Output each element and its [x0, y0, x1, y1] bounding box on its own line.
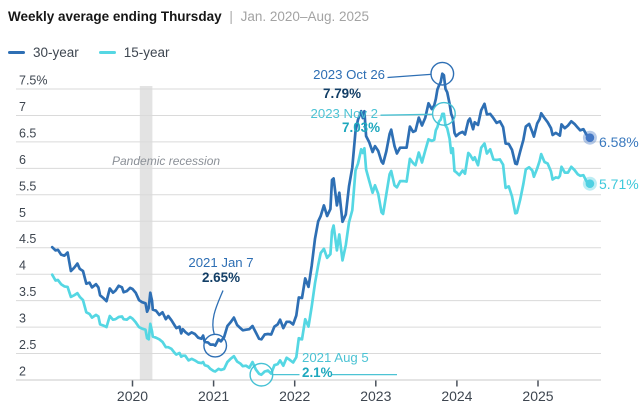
- annotation-low-30-year-value: 2.65%: [202, 270, 240, 285]
- chart-title-main: Weekly average ending Thursday: [8, 9, 222, 24]
- x-axis-label-2022: 2022: [279, 388, 310, 404]
- legend-item-30-year: 30-year: [8, 45, 79, 60]
- y-axis-label-6.5: 6.5: [19, 126, 36, 140]
- series-line-30-year: [50, 72, 592, 347]
- y-axis-label-5.5: 5.5: [19, 179, 36, 193]
- annotation-low-15-year-date: 2021 Aug 5: [302, 350, 369, 365]
- high-30-year-circle: [430, 61, 455, 86]
- connector-high-15-year: [380, 113, 433, 116]
- annotation-high-30-year-date: 2023 Oct 26: [313, 67, 385, 82]
- legend-swatch-15-year: [98, 50, 116, 55]
- legend-label-15-year: 15-year: [123, 45, 170, 60]
- x-axis-label-2023: 2023: [360, 388, 391, 404]
- chart-title: Weekly average ending Thursday | Jan. 20…: [8, 9, 369, 24]
- y-axis-label-2: 2: [19, 365, 26, 379]
- low-15-year-circle: [249, 362, 274, 387]
- x-axis-label-2021: 2021: [198, 388, 229, 404]
- series-line-15-year: [50, 112, 592, 377]
- y-axis-label-3.5: 3.5: [19, 285, 36, 299]
- legend-swatch-30-year: [8, 50, 25, 55]
- connector-low-30-year: [212, 290, 224, 335]
- latest-15-year-dot: [585, 179, 595, 188]
- y-axis-label-5: 5: [19, 206, 26, 220]
- annotation-low-15-year-value: 2.1%: [302, 365, 333, 380]
- legend-item-15-year: 15-year: [98, 45, 170, 60]
- y-axis-label-4.5: 4.5: [19, 232, 36, 246]
- annotation-pandemic-recession: Pandemic recession: [112, 154, 221, 168]
- y-axis-label-7.5: 7.5%: [19, 74, 48, 88]
- latest-value-label-30-year: 6.58%: [599, 134, 639, 150]
- low-30-year-circle: [203, 333, 228, 358]
- latest-value-label-15-year: 5.71%: [599, 176, 639, 192]
- legend: 30-year 15-year: [8, 45, 170, 60]
- y-axis-label-2.5: 2.5: [19, 338, 36, 352]
- x-axis-label-2024: 2024: [441, 388, 472, 404]
- y-axis-label-7: 7: [19, 100, 26, 114]
- connector-high-30-year: [387, 73, 431, 79]
- annotation-high-15-year-date: 2023 Nov 2: [310, 106, 378, 121]
- annotation-low-30-year-date: 2021 Jan 7: [188, 255, 254, 270]
- legend-label-30-year: 30-year: [33, 45, 79, 60]
- y-axis-label-3: 3: [19, 312, 26, 326]
- high-15-year-circle: [431, 101, 456, 126]
- chart-title-separator: |: [229, 9, 233, 24]
- y-axis-label-6: 6: [19, 153, 26, 167]
- annotation-high-15-year-value: 7.03%: [342, 120, 380, 135]
- x-axis-label-2025: 2025: [522, 388, 553, 404]
- chart-title-date-range: Jan. 2020–Aug. 2025: [240, 9, 370, 24]
- y-axis-label-4: 4: [19, 259, 26, 273]
- latest-30-year-dot: [585, 133, 595, 142]
- x-axis-label-2020: 2020: [117, 388, 148, 404]
- annotation-high-30-year-value: 7.79%: [323, 86, 361, 101]
